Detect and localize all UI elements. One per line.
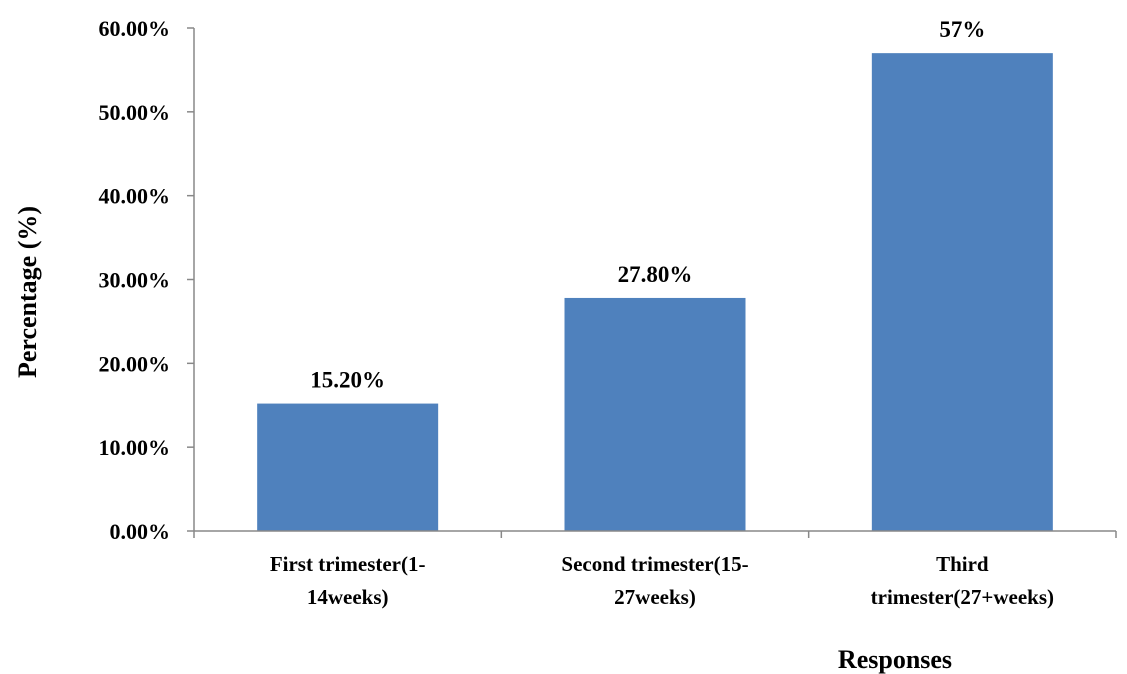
y-tick-label: 60.00% <box>99 16 171 41</box>
x-axis: First trimester(1-14weeks) Second trimest… <box>193 530 1117 609</box>
y-tick-label: 50.00% <box>99 100 171 125</box>
y-tick-label: 0.00% <box>110 519 171 544</box>
data-labels: 15.20% 27.80% 57% <box>310 17 985 392</box>
x-tick-label: Second trimester(15-27weeks) <box>561 552 748 609</box>
y-tick-label: 40.00% <box>99 184 171 209</box>
y-tick-label: 20.00% <box>99 351 171 376</box>
bar <box>564 297 746 531</box>
data-label: 57% <box>939 17 985 42</box>
data-label: 15.20% <box>310 368 385 393</box>
bar <box>257 403 439 531</box>
data-label: 27.80% <box>618 262 693 287</box>
x-tick-label: Third trimester(27+weeks) <box>871 552 1054 609</box>
x-tick-label: First trimester(1-14weeks) <box>270 552 426 609</box>
bar <box>871 53 1053 532</box>
bars <box>257 53 1053 532</box>
y-tick-label: 10.00% <box>99 435 171 460</box>
x-axis-title: Responses <box>838 645 952 674</box>
y-tick-label: 30.00% <box>99 268 171 293</box>
y-axis-title: Percentage (%) <box>13 206 42 378</box>
y-axis: 0.00% 10.00% 20.00% 30.00% 40.00% 50.00% 60.00… <box>99 16 195 544</box>
